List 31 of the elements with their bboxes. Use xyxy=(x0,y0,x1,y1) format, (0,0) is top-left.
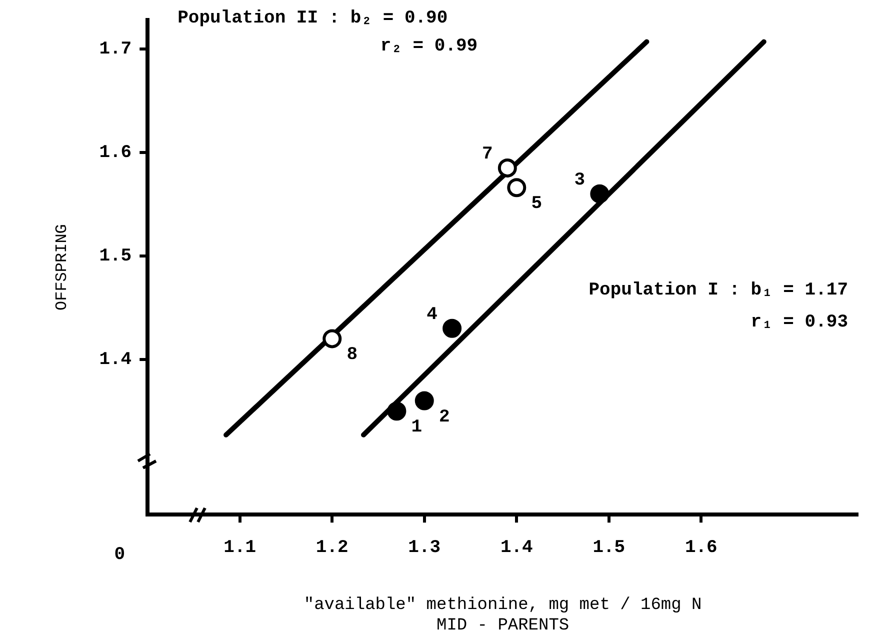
y-tick-label: 1.6 xyxy=(99,142,132,163)
annotation: 4 xyxy=(426,304,438,325)
point xyxy=(507,178,526,198)
x-tick-label: 1.4 xyxy=(500,538,534,558)
annotation: 7 xyxy=(482,144,493,164)
x-tick-label: 1.6 xyxy=(684,538,718,558)
annotation: 5 xyxy=(531,194,542,214)
annotation: 2 xyxy=(438,407,450,428)
y-tick-label: 1.7 xyxy=(99,40,132,60)
annotation: r₂ = 0.99 xyxy=(380,36,478,57)
point xyxy=(414,391,434,410)
point xyxy=(590,184,610,204)
annotation: 3 xyxy=(574,170,586,190)
point xyxy=(387,402,406,421)
annotation: 8 xyxy=(346,345,358,366)
annotation: Population I : b₁ = 1.17 xyxy=(588,280,848,301)
point xyxy=(442,318,462,338)
x-tick-label: 1.3 xyxy=(408,538,441,558)
x-tick-label: 1.2 xyxy=(316,538,348,558)
x-axis-title: "available" methionine, mg met / 16mg N MID - PARENTS xyxy=(304,596,702,636)
y-axis-title: OFFSPRING xyxy=(52,224,71,311)
annotation: r₁ = 0.93 xyxy=(750,312,848,333)
point xyxy=(322,329,342,348)
x-tick-label: 1.5 xyxy=(592,538,626,558)
x-tick-label: 1.1 xyxy=(224,538,256,558)
annotation: Population II : b₂ = 0.90 xyxy=(178,8,448,29)
annotation: 1 xyxy=(411,418,422,438)
text: 0 xyxy=(114,545,126,566)
y-tick-label: 1.5 xyxy=(99,246,132,266)
point xyxy=(498,158,517,178)
y-tick-label: 1.4 xyxy=(99,350,132,370)
